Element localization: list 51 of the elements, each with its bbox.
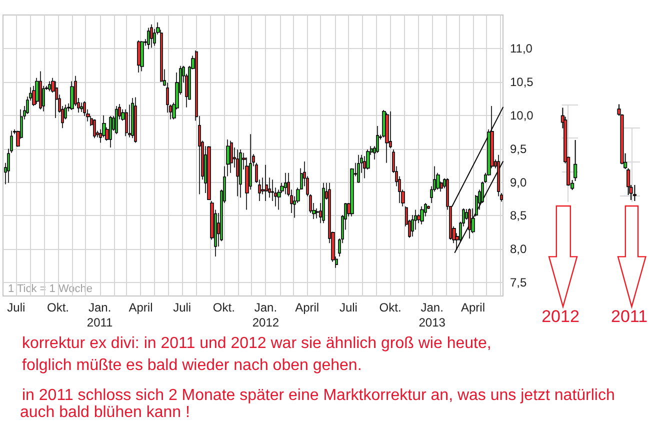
candlestick bbox=[239, 149, 242, 198]
candlestick bbox=[236, 149, 239, 197]
y-tick-label: 9,5 bbox=[510, 142, 528, 156]
candlestick bbox=[109, 116, 112, 148]
x-tick-label: April bbox=[295, 300, 320, 314]
y-tick-label: 9,0 bbox=[510, 175, 528, 190]
y-tick-label: 7,5 bbox=[510, 276, 528, 290]
candlestick bbox=[55, 80, 58, 118]
text: auch bald blühen kann ! bbox=[20, 404, 190, 422]
text: 2012 bbox=[540, 306, 580, 326]
text: korrektur ex divi: in 2011 und 2012 war sie ähnlich groß wie heute, bbox=[22, 335, 492, 353]
text: 2011 bbox=[610, 306, 649, 326]
candlestick bbox=[226, 139, 230, 177]
x-tick-label: Okt. bbox=[212, 300, 235, 314]
candlestick bbox=[80, 102, 83, 112]
x-tick-label: Juli bbox=[173, 300, 192, 314]
x-tick-label: April bbox=[128, 300, 153, 314]
y-tick-label: 8,5 bbox=[510, 208, 528, 223]
candlestick bbox=[131, 98, 134, 139]
x-tick-label: Okt. bbox=[379, 300, 402, 314]
x-tick-label: Okt. bbox=[46, 300, 70, 314]
candlestick bbox=[357, 154, 360, 184]
text: folglich müßte es bald wieder nach oben gehen. bbox=[22, 357, 362, 375]
candlestick bbox=[147, 27, 150, 50]
y-tick-label: 10,5 bbox=[510, 74, 534, 89]
candlestick bbox=[48, 80, 51, 92]
candlestick bbox=[125, 108, 128, 136]
candlestick bbox=[115, 106, 118, 134]
y-tick-label: 11,0 bbox=[510, 41, 533, 56]
candlestick bbox=[207, 146, 211, 200]
x-tick-label: Juli bbox=[7, 300, 26, 314]
text: in 2011 schloss sich 2 Monate später eine Marktkorrektur an, was uns jetzt natürlich bbox=[22, 387, 615, 405]
x-tick-label: Juli bbox=[339, 300, 358, 314]
x-tick-label: Jan. 2013 bbox=[418, 300, 446, 330]
y-tick-label: 8,0 bbox=[510, 242, 528, 256]
candlestick bbox=[284, 172, 287, 195]
candlestick bbox=[420, 206, 424, 225]
candlestick bbox=[140, 40, 144, 72]
candlestick bbox=[93, 118, 96, 139]
candlestick bbox=[134, 96, 137, 144]
x-tick-label: April bbox=[460, 300, 486, 314]
candlestick bbox=[39, 70, 42, 110]
x-tick-label: Jan. 2012 bbox=[252, 300, 280, 330]
x-tick-label: Jan. 2011 bbox=[86, 300, 114, 330]
candlestick bbox=[468, 208, 471, 239]
candlestick bbox=[230, 140, 233, 174]
candlestick bbox=[150, 24, 153, 48]
candlestick bbox=[385, 112, 389, 164]
y-tick-label: 10,0 bbox=[510, 108, 534, 122]
candlestick bbox=[322, 182, 325, 224]
candlestick bbox=[265, 164, 268, 202]
